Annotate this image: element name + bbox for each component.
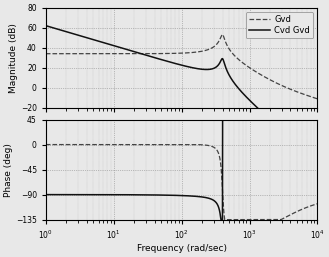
Gvd (247, 218, 251, 221)
Cvd Gvd (220, 57, 224, 60)
Gvd (44, 52, 48, 55)
Cvd Gvd (44, 24, 48, 27)
Cvd Gvd (316, 160, 319, 163)
Gvd (93, 52, 97, 55)
Y-axis label: Magnitude (dB): Magnitude (dB) (9, 23, 18, 93)
Line: Gvd: Gvd (46, 34, 317, 99)
Gvd (148, 52, 152, 55)
Gvd (220, 189, 224, 192)
Cvd Gvd (44, 193, 48, 196)
Gvd (223, 218, 227, 221)
Cvd Gvd (93, 193, 97, 196)
Line: Cvd Gvd: Cvd Gvd (46, 120, 317, 220)
Gvd (267, 218, 271, 221)
Cvd Gvd (267, 117, 271, 120)
Cvd Gvd (267, 118, 271, 121)
Gvd (93, 143, 97, 146)
Gvd (148, 143, 152, 146)
Cvd Gvd (93, 39, 97, 42)
Legend: Gvd, Cvd Gvd: Gvd, Cvd Gvd (246, 12, 313, 38)
Cvd Gvd (207, 197, 211, 200)
Gvd (220, 33, 224, 36)
Gvd (44, 143, 48, 146)
Cvd Gvd (246, 98, 250, 101)
Cvd Gvd (220, 118, 224, 121)
Gvd (207, 48, 211, 51)
Gvd (207, 144, 211, 147)
Cvd Gvd (148, 193, 152, 196)
X-axis label: Frequency (rad/sec): Frequency (rad/sec) (137, 244, 227, 253)
Cvd Gvd (220, 118, 224, 121)
Y-axis label: Phase (deg): Phase (deg) (4, 143, 13, 197)
Cvd Gvd (219, 218, 223, 221)
Cvd Gvd (207, 68, 211, 71)
Gvd (220, 33, 224, 36)
Gvd (246, 66, 250, 69)
Gvd (179, 143, 183, 146)
Line: Cvd Gvd: Cvd Gvd (46, 26, 317, 162)
Gvd (316, 97, 319, 100)
Cvd Gvd (247, 118, 251, 121)
Gvd (316, 202, 319, 205)
Gvd (267, 78, 271, 81)
Cvd Gvd (148, 55, 152, 58)
Line: Gvd: Gvd (46, 144, 317, 220)
Cvd Gvd (316, 118, 319, 121)
